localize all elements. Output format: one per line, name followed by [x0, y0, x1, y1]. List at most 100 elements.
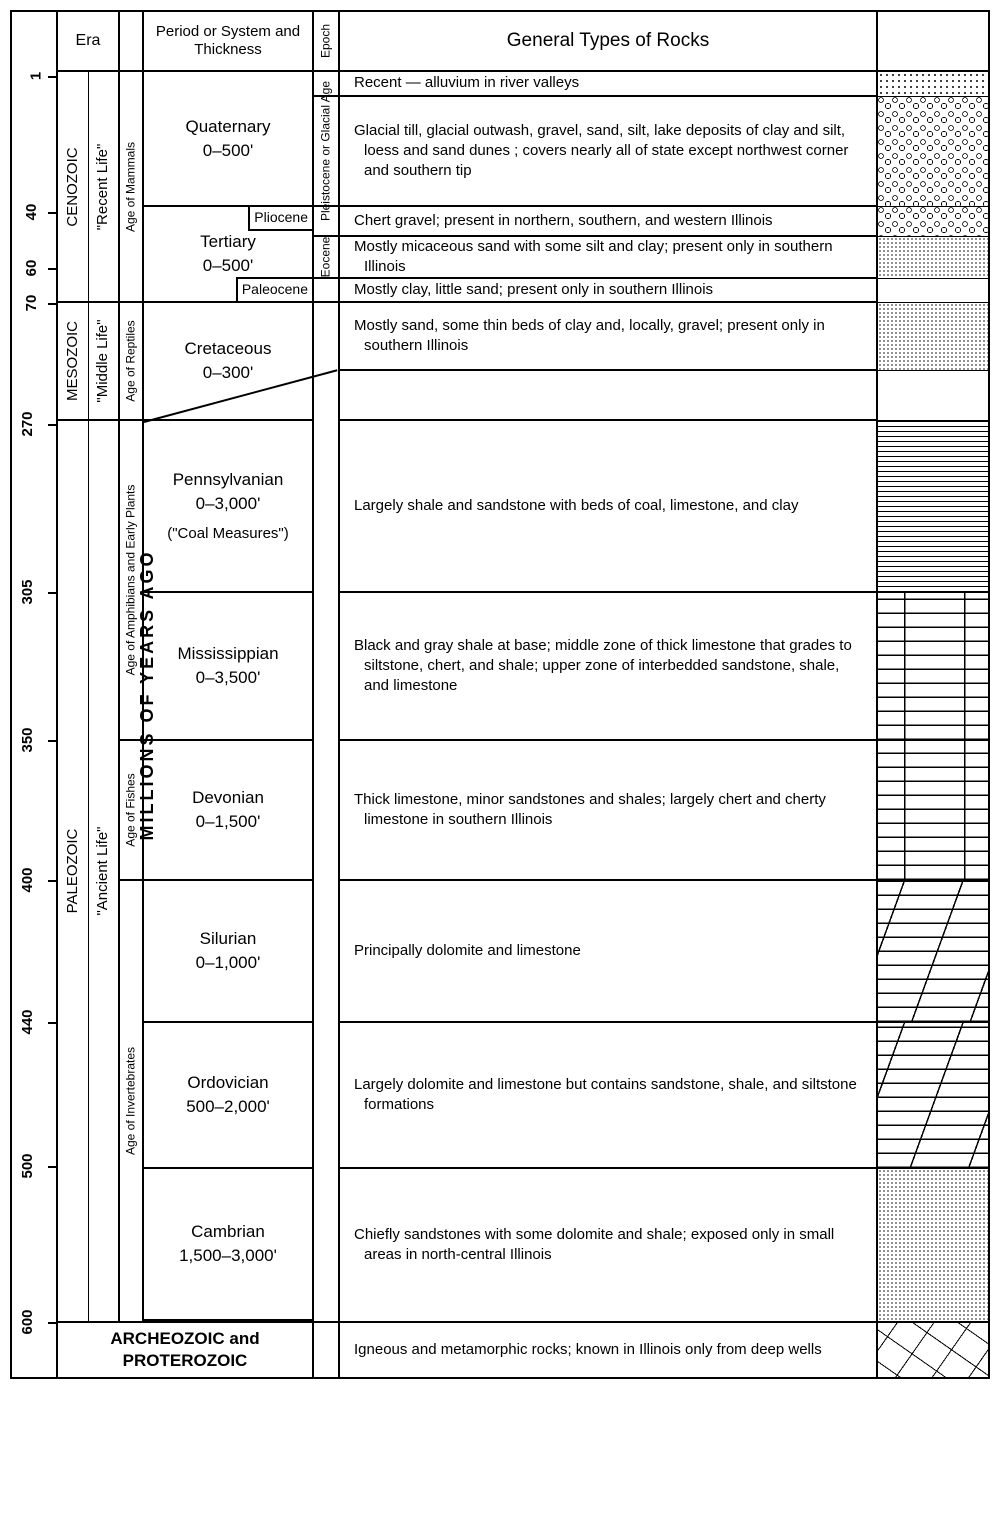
epoch-tag-pliocene: Pliocene	[248, 205, 312, 231]
axis-tick-label: 40	[23, 204, 40, 221]
rocks-cell: Chiefly sandstones with some dolomite an…	[340, 1169, 876, 1321]
archeozoic-label: ARCHEOZOIC and PROTEROZOIC	[58, 1323, 314, 1377]
lithology-cell	[878, 1023, 988, 1169]
axis-tick	[48, 880, 58, 882]
axis-tick	[48, 1022, 58, 1024]
epoch-cell	[314, 207, 338, 237]
stratigraphic-chart: MILLIONS OF YEARS AGO 140607027030535040…	[10, 10, 990, 1379]
axis-tick	[48, 268, 58, 270]
age-label: Age of Amphibians and Early Plants	[124, 485, 137, 676]
age-cell: Age of Mammals	[120, 72, 142, 303]
axis-tick-label: 305	[19, 579, 36, 604]
lithology-cell	[878, 881, 988, 1023]
period-name: Mississippian	[177, 642, 278, 666]
axis-tick-label: 440	[19, 1009, 36, 1034]
rocks-cell: Largely shale and sandstone with beds of…	[340, 421, 876, 593]
rocks-cell: Principally dolomite and limestone	[340, 881, 876, 1023]
age-label: Age of Fishes	[124, 773, 137, 846]
period-thickness: 0–1,000'	[196, 951, 261, 975]
period-cell: Tertiary 0–500'PliocenePaleocene	[144, 207, 312, 303]
period-cell: Quaternary 0–500'	[144, 72, 312, 207]
axis-tick	[48, 1322, 58, 1324]
age-cell: Age of Amphibians and Early Plants	[120, 421, 142, 741]
epoch-label: Pleistocene or Glacial Age	[319, 81, 332, 221]
axis-tick	[48, 592, 58, 594]
axis-tick	[48, 424, 58, 426]
period-thickness: 0–500'	[203, 139, 254, 163]
rocks-cell: Thick limestone, minor sandstones and sh…	[340, 741, 876, 881]
lithology-cell	[878, 97, 988, 207]
lithology-cell	[878, 303, 988, 371]
lithology-column	[878, 12, 988, 1321]
rocks-cell: Recent — alluvium in river valleys	[340, 72, 876, 97]
lithology-cell	[878, 1169, 988, 1321]
axis-tick-label: 270	[19, 411, 36, 436]
period-column: Period or System and Thickness Quaternar…	[144, 12, 314, 1321]
lithology-cell	[878, 741, 988, 881]
rocks-column: General Types of Rocks Recent — alluvium…	[340, 12, 878, 1321]
epoch-cell: Eocene	[314, 237, 338, 279]
period-note: ("Coal Measures")	[167, 523, 289, 544]
lithology-cell	[878, 207, 988, 237]
period-thickness: 0–1,500'	[196, 810, 261, 834]
age-label: Age of Mammals	[124, 141, 137, 231]
period-name: Pennsylvanian	[173, 468, 284, 492]
lithology-header	[878, 12, 988, 72]
axis-tick-label: 350	[19, 727, 36, 752]
rocks-cell: Mostly clay, little sand; present only i…	[340, 279, 876, 303]
era-cell: CENOZOIC "Recent Life"	[58, 72, 118, 303]
rocks-cell: Mostly sand, some thin beds of clay and,…	[340, 303, 876, 371]
period-name: Cambrian	[191, 1220, 265, 1244]
period-cell: Devonian 0–1,500'	[144, 741, 312, 881]
period-thickness: 0–3,000'	[196, 492, 261, 516]
period-cell: Cretaceous 0–300'	[144, 303, 312, 421]
axis-tick-label: 1	[27, 72, 44, 80]
lithology-cell	[878, 421, 988, 593]
period-cell: Silurian 0–1,000'	[144, 881, 312, 1023]
age-label: Age of Invertebrates	[124, 1047, 137, 1155]
age-cell: Age of Reptiles	[120, 303, 142, 421]
lithology-cell	[878, 237, 988, 279]
epoch-cell	[314, 279, 338, 303]
rocks-cell: Mostly micaceous sand with some silt and…	[340, 237, 876, 279]
period-thickness: 500–2,000'	[186, 1095, 270, 1119]
rocks-cell: Chert gravel; present in northern, south…	[340, 207, 876, 237]
period-cell: Pennsylvanian 0–3,000' ("Coal Measures")	[144, 421, 312, 593]
rocks-cell: Black and gray shale at base; middle zon…	[340, 593, 876, 741]
lithology-igneous	[878, 1323, 988, 1377]
epoch-cell	[314, 303, 338, 1321]
rocks-cell	[340, 371, 876, 421]
axis-tick	[48, 740, 58, 742]
period-name: Devonian	[192, 786, 264, 810]
axis-tick-label: 500	[19, 1153, 36, 1178]
archeozoic-rocks: Igneous and metamorphic rocks; known in …	[340, 1323, 878, 1377]
time-axis: MILLIONS OF YEARS AGO 140607027030535040…	[12, 12, 58, 1377]
era-name: CENOZOIC	[65, 147, 82, 226]
era-subname: "Ancient Life"	[95, 826, 112, 915]
era-name: PALEOZOIC	[65, 829, 82, 914]
period-name: Silurian	[200, 927, 257, 951]
chart-body: Era CENOZOIC "Recent Life" MESOZOIC "Mid…	[58, 12, 988, 1321]
period-thickness: 1,500–3,000'	[179, 1244, 277, 1268]
age-column: Age of Mammals Age of Reptiles Age of Amph…	[120, 12, 144, 1321]
lithology-cell	[878, 371, 988, 421]
lithology-cell	[878, 72, 988, 97]
period-header: Period or System and Thickness	[144, 12, 312, 72]
rocks-cell: Largely dolomite and limestone but conta…	[340, 1023, 876, 1169]
period-cell: Mississippian 0–3,500'	[144, 593, 312, 741]
rocks-header: General Types of Rocks	[340, 12, 876, 72]
period-name: Quaternary	[185, 115, 270, 139]
lithology-cell	[878, 279, 988, 303]
axis-tick	[48, 1166, 58, 1168]
axis-tick-label: 60	[23, 260, 40, 277]
era-column: Era CENOZOIC "Recent Life" MESOZOIC "Mid…	[58, 12, 120, 1321]
axis-tick-label: 600	[19, 1309, 36, 1334]
epoch-cell: Pleistocene or Glacial Age	[314, 97, 338, 207]
period-cell: Ordovician 500–2,000'	[144, 1023, 312, 1169]
epoch-tag-paleocene: Paleocene	[236, 277, 312, 303]
period-thickness: 0–300'	[203, 361, 254, 385]
era-subname: "Recent Life"	[95, 143, 112, 230]
age-cell: Age of Fishes	[120, 741, 142, 881]
period-thickness: 0–3,500'	[196, 666, 261, 690]
era-name: MESOZOIC	[65, 321, 82, 401]
